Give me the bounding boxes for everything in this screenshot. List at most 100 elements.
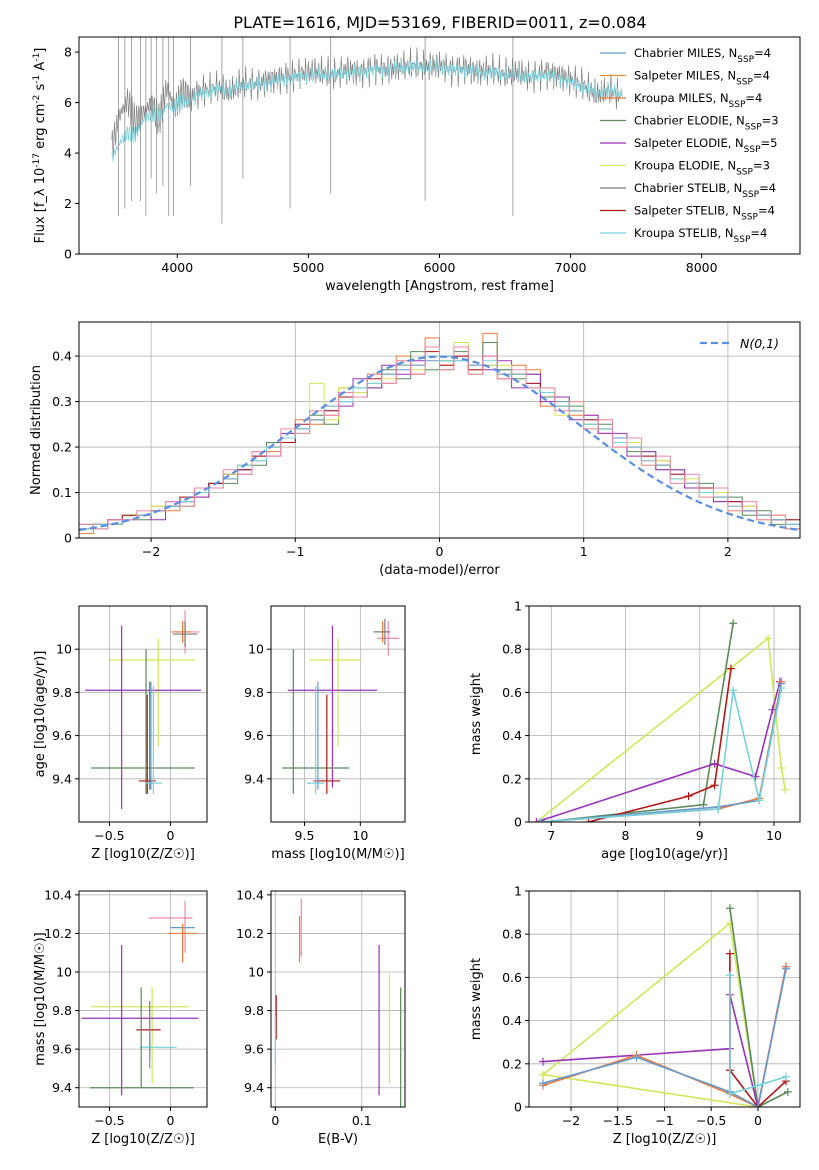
panel-Z_age: −0.5 0 9.4 9.6 9.8 10 Z [log10(Z/Z☉)] age [log1… xyxy=(33,605,208,862)
x-axis-label: E(B-V) xyxy=(318,1132,358,1147)
y-tick-label: 0 xyxy=(514,1100,522,1115)
weight-point xyxy=(725,904,734,913)
weight-line-kroupa-stelib xyxy=(729,975,787,1096)
x-axis-label: Z [log10(Z/Z☉)] xyxy=(91,847,195,862)
x-tick-label: 10 xyxy=(766,828,782,843)
x-tick-label: 2 xyxy=(724,544,732,559)
y-tick-label: 0.1 xyxy=(52,485,72,500)
x-tick-label: −1 xyxy=(655,1113,673,1128)
plot-area xyxy=(111,37,623,224)
x-tick-label: 9 xyxy=(696,828,704,843)
figure-title: PLATE=1616, MJD=53169, FIBERID=0011, z=0… xyxy=(233,13,646,32)
y-tick-label: 1 xyxy=(514,884,522,899)
axes-frame xyxy=(270,605,406,823)
panel-Z_weight: −2 −1.5 −1 −0.5 0 0 0.2 0.4 0.6 0.8 1 Z [log10(Z/Z☉… xyxy=(469,884,801,1147)
legend-entry: Salpeter ELODIE, NSSP=5 xyxy=(634,136,777,155)
y-tick-label: 0.2 xyxy=(502,1056,522,1071)
weight-point xyxy=(729,619,738,628)
weight-point xyxy=(755,796,764,805)
weight-point xyxy=(781,964,790,973)
panel-mass_age: 9.5 10 9.4 9.6 9.8 10 mass [log10(M/M☉)] xyxy=(244,605,406,862)
plot-area xyxy=(539,904,792,1107)
legend-entry: Kroupa MILES, NSSP=4 xyxy=(634,91,762,110)
y-tick-label: 9.6 xyxy=(244,1042,264,1057)
weight-line-kroupa-elodie xyxy=(535,636,786,822)
x-axis-label: wavelength [Angstrom, rest frame] xyxy=(325,279,554,294)
legend-entry: Chabrier STELIB, NSSP=4 xyxy=(634,181,776,200)
axes-frame xyxy=(78,890,208,1108)
weight-point xyxy=(532,818,541,822)
legend-entry: N(0,1) xyxy=(740,336,779,351)
panel-residuals: −2 −1 0 1 2 0 0.1 0.2 0.3 0.4 (data-model)/error No… xyxy=(29,321,801,578)
y-tick-label: 8 xyxy=(64,45,72,60)
legend-entry: Kroupa STELIB, NSSP=4 xyxy=(634,226,767,245)
y-tick-label: 2 xyxy=(64,196,72,211)
y-tick-label: 0.2 xyxy=(502,771,522,786)
legend-entry: Chabrier ELODIE, NSSP=3 xyxy=(634,114,779,133)
y-tick-label: 0.8 xyxy=(502,927,522,942)
y-tick-label: 0 xyxy=(64,247,72,262)
legend-entry: Chabrier MILES, NSSP=4 xyxy=(634,46,771,65)
x-tick-label: 8 xyxy=(622,828,630,843)
x-tick-label: −1 xyxy=(286,544,304,559)
spectrum-legend: Chabrier MILES, NSSP=4 Salpeter MILES, NS… xyxy=(600,46,779,245)
x-tick-label: 10 xyxy=(352,828,368,843)
y-tick-label: 0 xyxy=(514,815,522,830)
weight-point xyxy=(539,1079,548,1088)
weight-point xyxy=(632,1053,641,1062)
y-tick-label: 10.2 xyxy=(236,926,264,941)
y-tick-label: 0.6 xyxy=(502,685,522,700)
x-tick-label: 9.5 xyxy=(295,828,315,843)
x-tick-label: 0 xyxy=(436,544,444,559)
y-tick-label: 0.4 xyxy=(52,349,72,364)
plot-area xyxy=(532,619,790,822)
weight-line-salpeter-stelib xyxy=(588,668,732,822)
y-tick-label: 6 xyxy=(64,95,72,110)
x-axis-label: (data-model)/error xyxy=(379,563,500,578)
axes-frame xyxy=(270,890,406,1108)
weight-point xyxy=(753,1081,762,1090)
y-tick-label: 9.4 xyxy=(244,1080,264,1095)
weight-point xyxy=(725,1090,734,1099)
y-tick-label: 9.6 xyxy=(52,1042,72,1057)
y-tick-label: 0.4 xyxy=(502,728,522,743)
panel-age_weight: 7 8 9 10 0 0.2 0.4 0.6 0.8 1 age [log10(age/yr)] ma… xyxy=(469,599,801,862)
legend-entry: Salpeter STELIB, NSSP=4 xyxy=(634,204,775,223)
x-tick-label: 0 xyxy=(271,1113,279,1128)
y-tick-label: 9.8 xyxy=(52,685,72,700)
y-tick-label: 0.8 xyxy=(502,642,522,657)
axes-frame xyxy=(528,605,801,823)
panel-spectrum: 4000 5000 6000 7000 8000 0 2 4 6 8 wavelength [Ang… xyxy=(32,36,801,294)
y-tick-label: 10.2 xyxy=(44,926,72,941)
weight-point xyxy=(726,664,735,673)
weight-point xyxy=(714,805,723,814)
weight-point xyxy=(539,1057,548,1066)
weight-point xyxy=(684,792,693,801)
weight-point xyxy=(725,949,734,958)
legend-entry: Salpeter MILES, NSSP=4 xyxy=(634,69,770,88)
x-tick-label: 5000 xyxy=(293,260,325,275)
weight-point xyxy=(781,1072,790,1081)
y-tick-label: 10.4 xyxy=(236,887,264,902)
plot-area xyxy=(79,332,800,538)
y-axis-label: Flux [f_λ 10-17 erg cm-2 s-1 A-1] xyxy=(32,48,48,244)
y-tick-label: 10 xyxy=(248,965,264,980)
weight-line-kroupa-elodie xyxy=(542,921,759,1107)
x-tick-label: 1 xyxy=(580,544,588,559)
weight-point xyxy=(777,764,786,772)
x-tick-label: −2 xyxy=(142,544,160,559)
y-tick-label: 9.6 xyxy=(52,728,72,743)
y-axis-label: mass [log10(M/M☉)] xyxy=(33,932,48,1065)
x-tick-label: −1.5 xyxy=(603,1113,633,1128)
y-tick-label: 9.8 xyxy=(244,685,264,700)
y-tick-label: 9.8 xyxy=(244,1003,264,1018)
x-tick-label: 0 xyxy=(754,1113,762,1128)
plot-area xyxy=(85,610,201,810)
legend-entry: Kroupa ELODIE, NSSP=3 xyxy=(634,159,770,178)
y-axis-label: mass weight xyxy=(469,673,484,755)
x-tick-label: 0 xyxy=(166,1113,174,1128)
panel-ebv_mass: 0 0.1 9.4 9.6 9.8 10 10.2 10.4 E(B-V) xyxy=(236,887,406,1147)
weight-point xyxy=(777,684,786,693)
